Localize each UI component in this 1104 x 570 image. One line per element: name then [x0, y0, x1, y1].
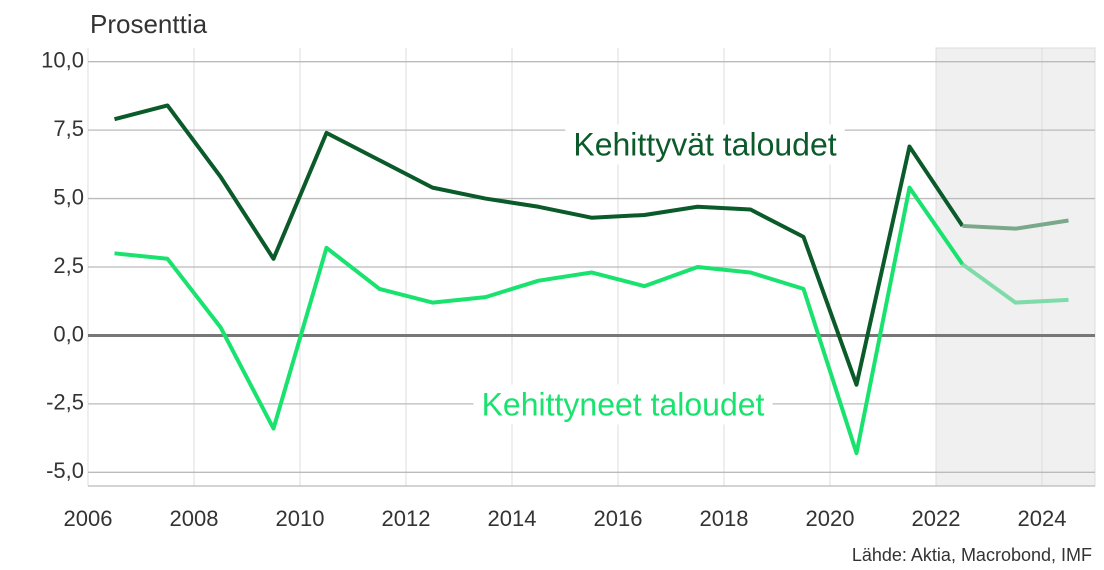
- y-tick-label: 10,0: [41, 48, 84, 73]
- x-tick-label: 2010: [276, 506, 325, 531]
- x-tick-label: 2024: [1018, 506, 1067, 531]
- series-line: [113, 103, 965, 387]
- x-tick-label: 2012: [382, 506, 431, 531]
- x-tick-label: 2022: [912, 506, 961, 531]
- forecast-line: [962, 218, 1069, 231]
- series-label: Kehittyvät taloudet: [573, 126, 836, 162]
- y-tick-label: -2,5: [46, 390, 84, 415]
- series-label: Kehittyneet taloudet: [482, 386, 765, 422]
- x-tick-label: 2008: [170, 506, 219, 531]
- x-tick-label: 2016: [594, 506, 643, 531]
- source: Lähde: Aktia, Macrobond, IMF: [852, 545, 1092, 565]
- x-tick-label: 2014: [488, 506, 537, 531]
- x-tick-label: 2020: [806, 506, 855, 531]
- label-background: [565, 124, 845, 165]
- y-tick-label: 2,5: [53, 253, 84, 278]
- series-line: [114, 185, 965, 456]
- forecast-line: [961, 262, 1069, 305]
- y-tick-label: 5,0: [53, 184, 84, 209]
- y-tick-label: 0,0: [53, 321, 84, 346]
- x-tick-label: 2018: [700, 506, 749, 531]
- x-tick-label: 2006: [64, 506, 113, 531]
- y-tick-label: -5,0: [46, 458, 84, 483]
- y-tick-label: 7,5: [53, 116, 84, 141]
- label-background: [473, 384, 773, 425]
- y-axis-label: Prosenttia: [90, 9, 208, 39]
